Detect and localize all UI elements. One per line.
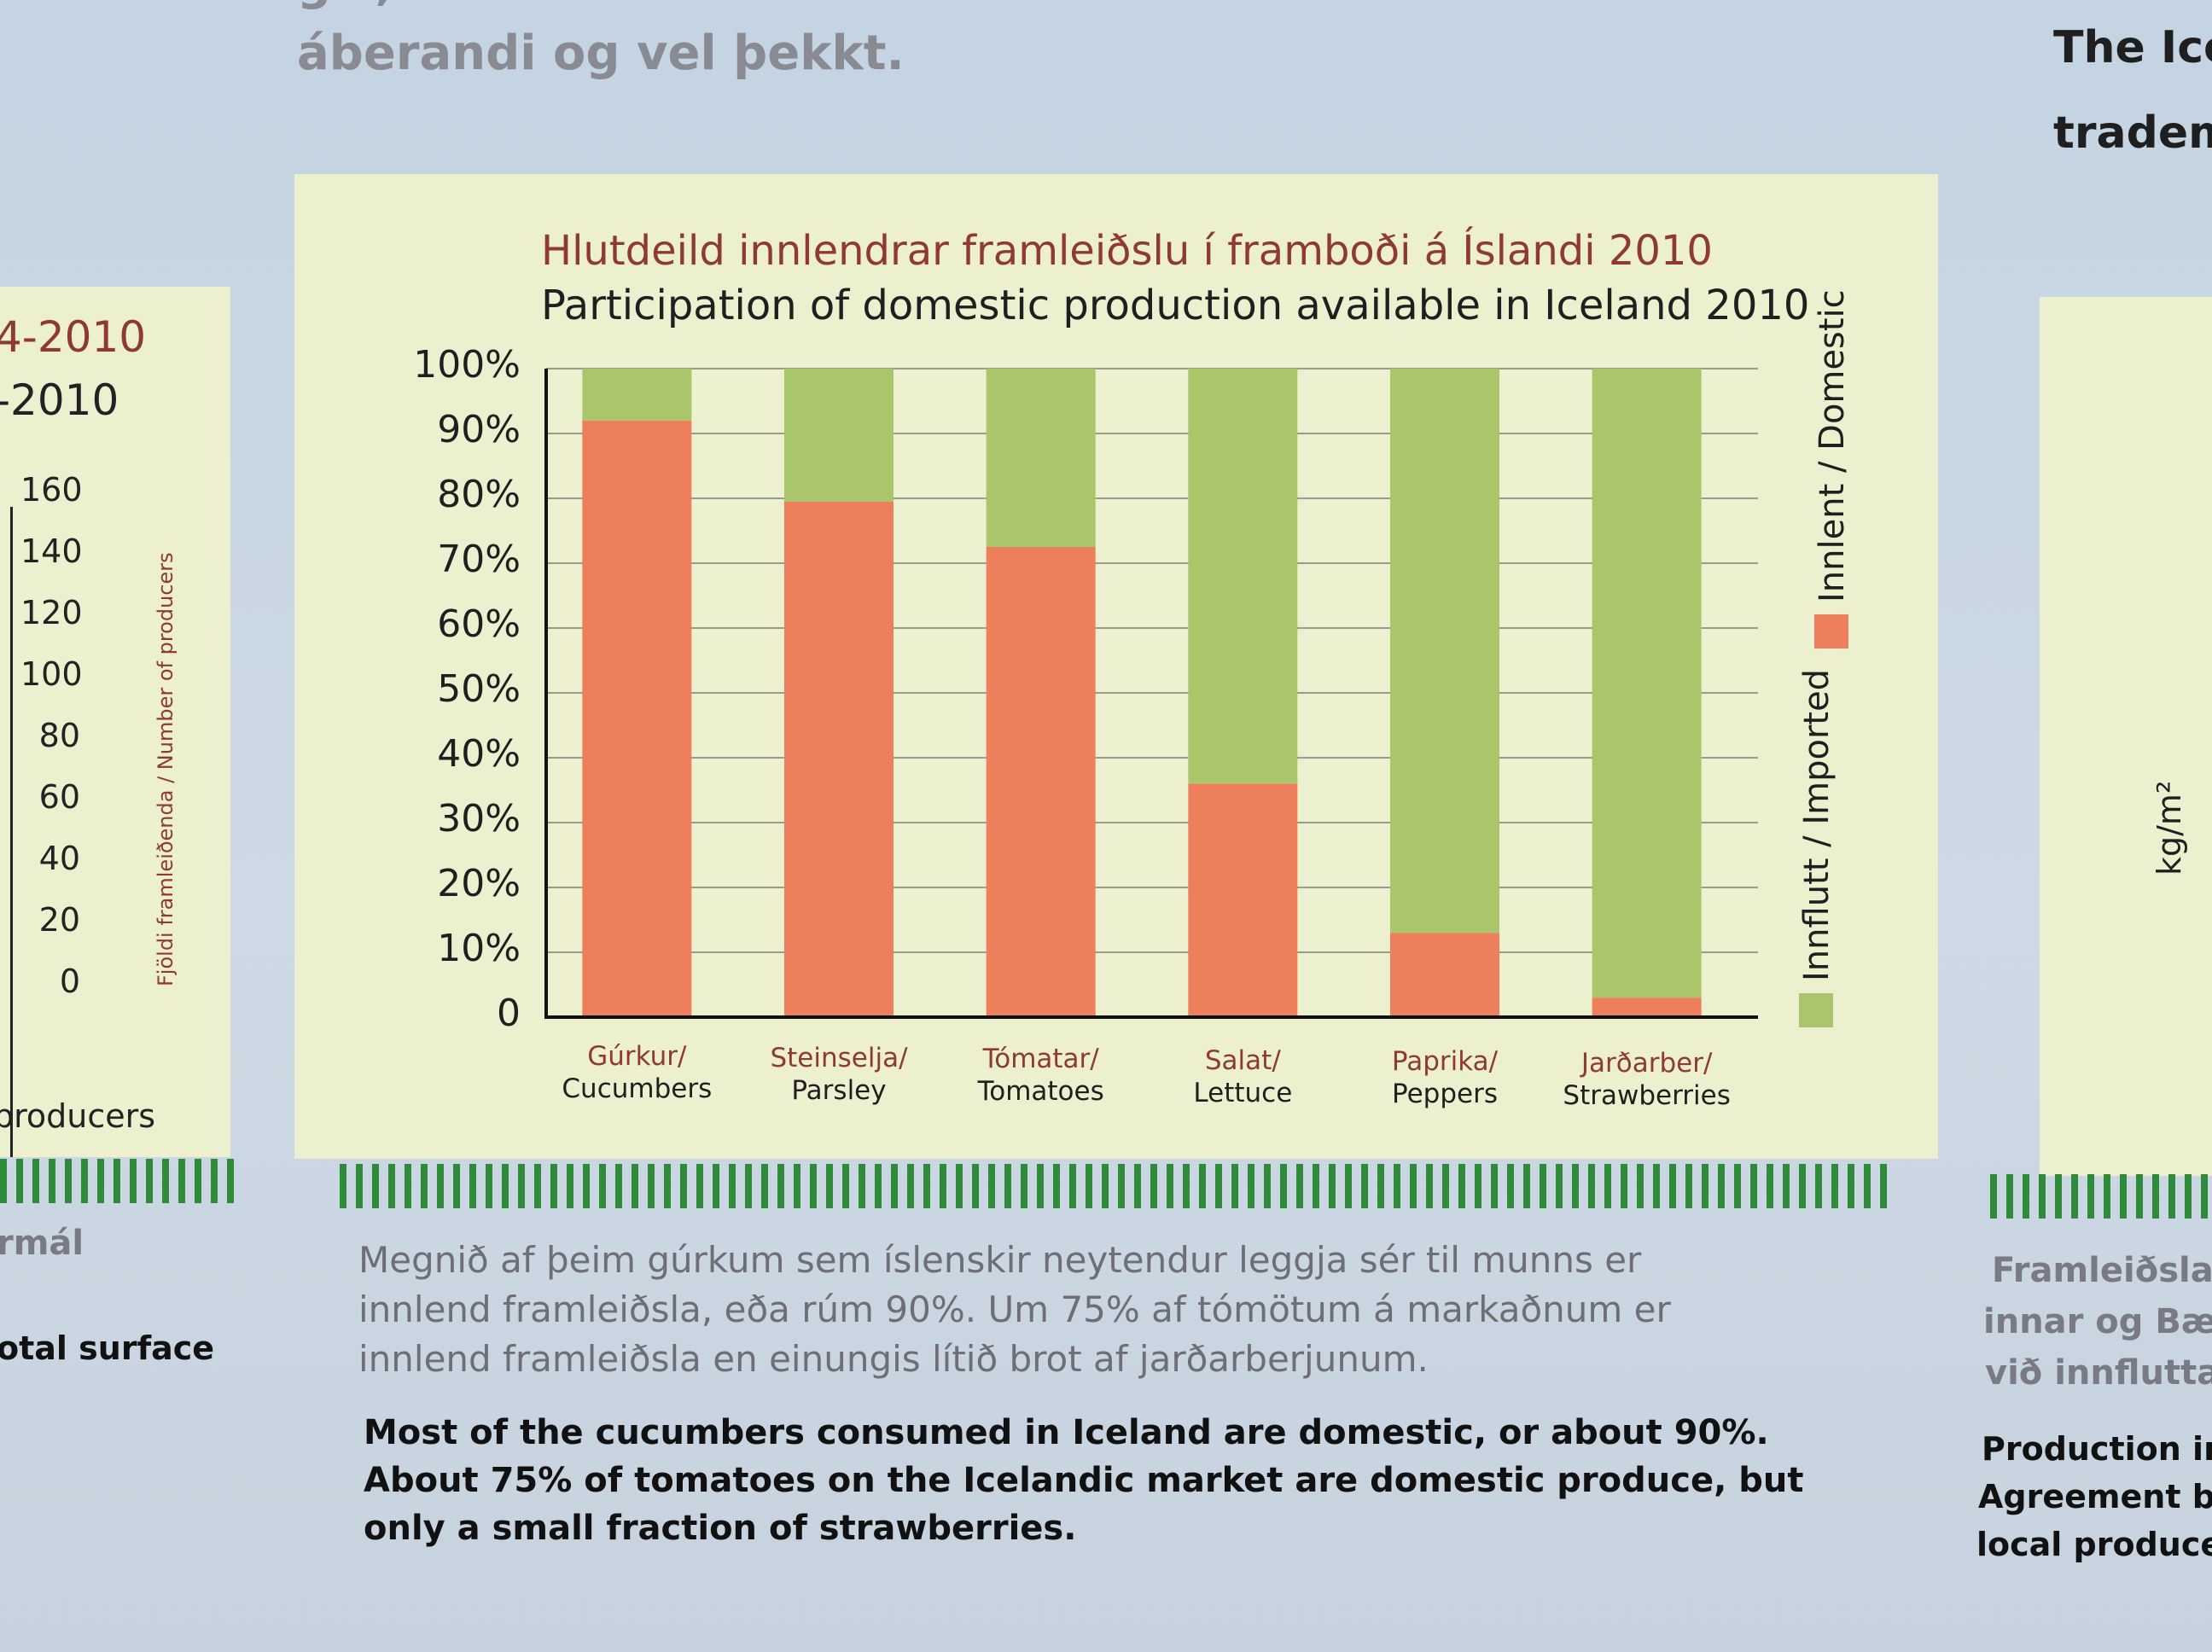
- caption-en-line: only a small fraction of strawberries.: [364, 1509, 1077, 1548]
- right-caption-is-line: innar og Bær: [1983, 1302, 2212, 1341]
- left-caption-en: otal surface: [0, 1329, 215, 1367]
- y-tick-label: 80%: [437, 473, 521, 516]
- y-tick-label: 20%: [437, 862, 521, 905]
- left-tick: 0: [59, 963, 80, 1000]
- right-caption-en-line: Agreement be: [1978, 1478, 2212, 1515]
- left-tick: 140: [20, 532, 83, 570]
- right-caption-en-line: Production in: [1982, 1430, 2212, 1468]
- bar-domestic: [1592, 998, 1702, 1017]
- left-tick: 120: [20, 594, 83, 631]
- category-label-is: Jarðarber/: [1580, 1047, 1713, 1079]
- chart-subtitle: Participation of domestic production ava…: [541, 282, 1810, 329]
- category-label-en: Parsley: [791, 1074, 887, 1106]
- y-tick-label: 100%: [413, 343, 521, 387]
- left-tick: 100: [20, 655, 83, 693]
- bar-imported: [784, 369, 894, 502]
- bar-domestic: [1390, 933, 1499, 1017]
- category-label-is: Salat/: [1204, 1044, 1281, 1076]
- bar-imported: [1188, 369, 1298, 784]
- category-label-en: Peppers: [1392, 1079, 1498, 1109]
- left-dashed-strip: [0, 1159, 234, 1203]
- left-tick: 20: [38, 901, 80, 939]
- caption-en-line: Most of the cucumbers consumed in Icelan…: [364, 1413, 1769, 1452]
- left-panel-title-is: 4-2010: [0, 312, 147, 362]
- caption-is-line: Megnið af þeim gúrkum sem íslenskir neyt…: [358, 1239, 1642, 1281]
- right-caption-is-line: við innfluttar: [1985, 1353, 2212, 1393]
- left-panel-footer: producers: [0, 1097, 156, 1135]
- left-tick: 160: [20, 471, 83, 509]
- y-tick-label: 50%: [437, 667, 521, 711]
- bar-imported: [1592, 369, 1702, 998]
- y-tick-label: 0: [497, 992, 521, 1035]
- left-tick: 80: [38, 717, 80, 754]
- bar-domestic: [582, 420, 692, 1017]
- chart-title: Hlutdeild innlendrar framleiðslu í framb…: [541, 227, 1713, 275]
- y-tick-label: 90%: [437, 408, 521, 451]
- y-tick-label: 30%: [437, 797, 521, 841]
- legend-label-imported: Innflutt / Imported: [1797, 668, 1837, 981]
- legend-label-domestic: Innlent / Domestic: [1813, 289, 1852, 602]
- left-tick: 40: [38, 840, 80, 877]
- category-label-is: Gúrkur/: [587, 1041, 687, 1072]
- main-dashed-strip: [340, 1164, 1893, 1208]
- bar-imported: [986, 369, 1096, 547]
- category-label-is: Tómatar/: [982, 1044, 1099, 1074]
- right-caption-en-line: local producer: [1976, 1526, 2212, 1563]
- caption-en-line: About 75% of tomatoes on the Icelandic m…: [364, 1461, 1804, 1500]
- bar-imported: [1390, 369, 1499, 934]
- category-label-en: Strawberries: [1563, 1079, 1731, 1111]
- left-panel-title-en: -2010: [0, 375, 119, 425]
- left-caption-is: rmál: [0, 1224, 84, 1263]
- category-label-is: Steinselja/: [770, 1042, 908, 1073]
- y-tick-label: 60%: [437, 602, 521, 646]
- category-label-en: Lettuce: [1193, 1077, 1293, 1108]
- left-chart-panel: 4-2010 -2010 160 140 120 100 80 60 40 20…: [0, 287, 230, 1157]
- left-panel-axis: [10, 507, 13, 1157]
- caption-is-line: innlend framleiðsla en einungis lítið br…: [358, 1338, 1429, 1380]
- right-chart-panel: [2040, 297, 2212, 1176]
- bar-imported: [582, 369, 692, 421]
- right-dashed-strip: [1990, 1174, 2212, 1219]
- category-label-is: Paprika/: [1391, 1046, 1499, 1077]
- poster-top-line: áberandi og vel þekkt.: [297, 26, 905, 81]
- bar-domestic: [784, 501, 894, 1017]
- category-label-en: Cucumbers: [562, 1073, 713, 1104]
- legend-swatch-domestic: [1814, 614, 1848, 649]
- legend-swatch-imported: [1799, 993, 1833, 1027]
- category-label-en: Tomatoes: [977, 1076, 1104, 1107]
- poster-clipped-line: g v,: [297, 0, 393, 11]
- y-tick-label: 40%: [437, 732, 521, 776]
- y-tick-label: 70%: [437, 538, 521, 581]
- y-tick-label: 10%: [437, 927, 521, 970]
- bar-domestic: [1188, 783, 1298, 1017]
- left-tick: 60: [38, 778, 80, 816]
- right-caption-is-line: Framleiðsla i: [1992, 1251, 2212, 1290]
- bar-domestic: [986, 547, 1096, 1017]
- caption-is-line: innlend framleiðsla, eða rúm 90%. Um 75%…: [358, 1288, 1671, 1330]
- right-top-line-1: The Ice: [2053, 22, 2212, 73]
- right-top-line-2: tradem: [2053, 108, 2212, 159]
- right-axis-unit: kg/m²: [2151, 780, 2188, 875]
